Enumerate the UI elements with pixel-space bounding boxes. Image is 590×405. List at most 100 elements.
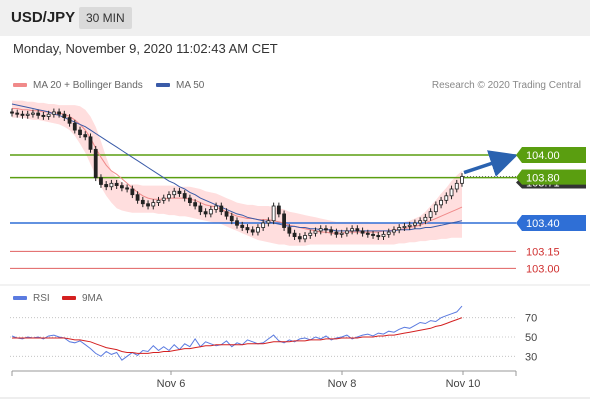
candle-body — [433, 204, 438, 213]
bollinger-band-fill — [12, 100, 462, 246]
candle-body — [182, 193, 187, 199]
x-tick-label: Nov 6 — [157, 378, 186, 390]
legend-9ma-label: 9MA — [82, 293, 103, 304]
candle-body — [67, 117, 72, 124]
candle-body — [229, 215, 234, 222]
candle-body — [397, 227, 402, 231]
candle-body — [297, 236, 302, 240]
x-tick-label: Nov 10 — [446, 378, 481, 390]
legend-9ma: 9MA — [62, 293, 103, 305]
rsi-tick-50: 50 — [525, 332, 537, 344]
candle-body — [119, 185, 124, 189]
candle-body — [72, 122, 77, 131]
candle-body — [256, 227, 260, 233]
level-tag-103-15: 103.15 — [526, 246, 560, 258]
candle-body — [261, 222, 266, 228]
candle-body — [381, 233, 386, 237]
candle-body — [88, 136, 93, 150]
candle-body — [130, 188, 135, 196]
candle-body — [10, 111, 14, 114]
candle-body — [344, 230, 349, 234]
candle-body — [93, 148, 98, 179]
candle-body — [334, 231, 339, 235]
legend-rsi: RSI — [13, 293, 50, 305]
candle-body — [402, 225, 407, 228]
level-tag-103-40-bg — [516, 215, 586, 231]
symbol-label: USD/JPY — [11, 9, 76, 26]
level-tag-104-00-bg — [516, 147, 586, 163]
candle-body — [31, 112, 35, 115]
legend-ma20-label: MA 20 + Bollinger Bands — [33, 80, 143, 91]
legend-ma50-label: MA 50 — [176, 80, 205, 91]
ma20-swatch — [13, 83, 27, 88]
9ma-swatch — [62, 296, 76, 301]
candle-body — [151, 202, 156, 207]
legend-ma20-bollinger: MA 20 + Bollinger Bands — [13, 80, 143, 92]
candle-body — [146, 203, 150, 207]
candle-body — [339, 232, 344, 235]
candle-body — [365, 232, 370, 235]
candle-body — [172, 190, 177, 196]
candle-body — [36, 112, 41, 116]
candle-body — [57, 111, 61, 115]
candle-body — [46, 113, 51, 117]
candle-body — [203, 211, 208, 215]
chart-area: 104.00103.80103.40103.15103.00103.71103.… — [0, 36, 590, 400]
candle-body — [214, 205, 218, 210]
candle-body — [428, 211, 433, 218]
ma50-line — [11, 103, 463, 232]
candle-body — [407, 224, 412, 227]
candle-body — [250, 229, 255, 233]
candle-body — [235, 220, 239, 226]
candle-body — [188, 197, 192, 203]
candle-body — [454, 182, 459, 190]
level-tag-103-80-text: 103.80 — [526, 173, 560, 185]
chart-datetime: Monday, November 9, 2020 11:02:43 AM CET — [13, 41, 278, 56]
candle-body — [313, 230, 318, 234]
candle-body — [460, 176, 464, 184]
candle-body — [41, 114, 46, 117]
candle-body — [439, 199, 443, 206]
candle-body — [308, 232, 313, 236]
candle-body — [386, 231, 391, 235]
candle-body — [303, 235, 307, 240]
candle-body — [161, 197, 166, 201]
candle-body — [392, 229, 396, 233]
candle-body — [350, 228, 355, 232]
candle-body — [167, 194, 171, 199]
candle-body — [371, 233, 375, 236]
timeframe-button[interactable]: 30 MIN — [79, 7, 132, 29]
candle-body — [125, 187, 130, 190]
candle-body — [444, 195, 449, 201]
candle-body — [198, 205, 203, 213]
candle-body — [78, 129, 82, 135]
price-chart: 104.00103.80103.40103.15103.00103.71103.… — [0, 100, 590, 399]
level-tag-103-40: 103.40 — [526, 218, 560, 230]
candle-body — [324, 228, 328, 231]
candle-body — [413, 222, 417, 226]
legend-rsi-label: RSI — [33, 293, 50, 304]
candle-body — [418, 220, 423, 224]
candle-body — [276, 205, 281, 215]
candle-body — [245, 227, 250, 231]
rsi-line — [11, 305, 463, 361]
top-bar: USD/JPY 30 MIN — [0, 0, 590, 36]
rsi-swatch — [13, 296, 27, 301]
candle-body — [62, 113, 67, 118]
candle-body — [83, 134, 88, 138]
candle-body — [449, 188, 454, 197]
candle-body — [287, 227, 292, 234]
candle-body — [193, 202, 198, 207]
candle-body — [20, 113, 25, 116]
candle-body — [25, 113, 30, 116]
candle-body — [177, 190, 182, 194]
level-tag-103-00: 103.00 — [526, 263, 560, 275]
candle-body — [208, 208, 213, 215]
research-credit: Research © 2020 Trading Central — [431, 80, 581, 91]
candle-body — [292, 232, 297, 237]
candle-body — [271, 205, 276, 222]
rsi-tick-70: 70 — [525, 313, 537, 325]
candle-body — [355, 228, 360, 232]
candle-body — [423, 216, 428, 222]
candle-body — [282, 213, 286, 228]
